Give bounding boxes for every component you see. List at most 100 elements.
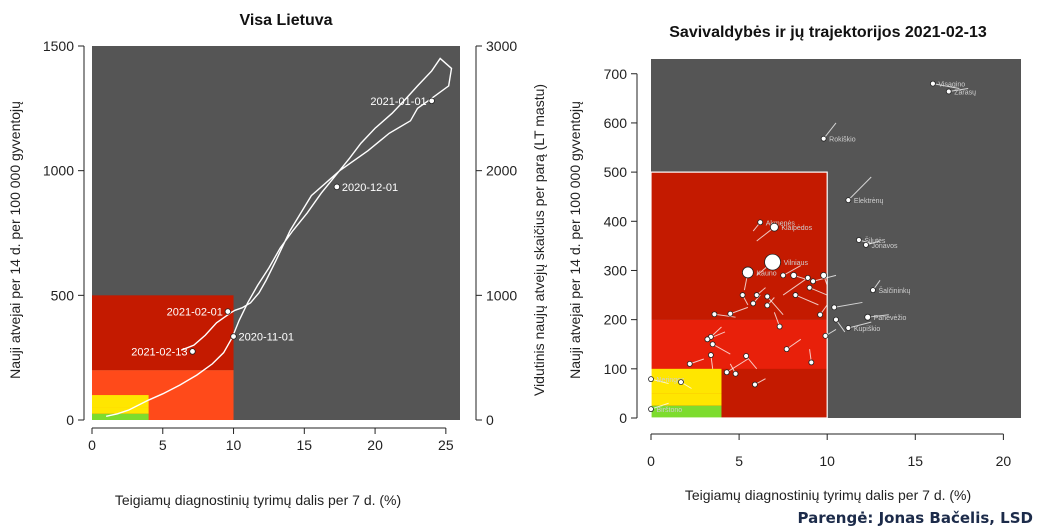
municipality-point (945, 88, 952, 95)
municipality-point (764, 253, 781, 271)
left-x-tick-label: 0 (88, 437, 96, 453)
right-zone-2 (721, 368, 828, 418)
right-chart: Savivaldybės ir jų trajektorijos 2021-02… (567, 24, 1021, 503)
municipality-point (742, 266, 754, 279)
left-zone-3 (92, 407, 149, 414)
municipality-label: Jonavos (871, 243, 898, 250)
municipality-point (757, 219, 764, 226)
municipality-point (753, 292, 760, 298)
left-x-tick-label: 5 (159, 437, 167, 453)
municipality-point (752, 381, 758, 388)
right-zone-3 (651, 368, 722, 394)
trajectory-line (795, 294, 819, 306)
municipality-point (808, 359, 815, 366)
municipality-point (727, 310, 734, 317)
municipality-point (817, 311, 824, 318)
trajectory-line (766, 296, 784, 316)
municipality-point (711, 311, 718, 318)
left-y2-tick-label: 2000 (486, 163, 517, 179)
left-date-label: 2020-12-01 (342, 182, 398, 194)
left-annotations: 2021-01-01 2020-12-01 2021-02-01 2020-11-01… (131, 96, 435, 358)
municipality-point (709, 341, 716, 348)
municipality-label: Vilniaus (784, 260, 809, 267)
left-date-point (189, 348, 196, 355)
municipality-label: Klaipėdos (781, 225, 812, 232)
right-y-tick-label: 200 (604, 312, 628, 328)
municipality-point (822, 332, 829, 339)
left-y-tick-label: 0 (66, 412, 74, 428)
left-date-point (333, 183, 341, 191)
municipality-point (792, 292, 799, 298)
right-x-tick-label: 0 (647, 453, 655, 469)
trajectory-line (714, 313, 736, 318)
municipality-label: Visagino (938, 82, 965, 89)
right-chart-title: Savivaldybės ir jų trajektorijos 2021-02… (669, 24, 987, 41)
right-y-tick-label: 600 (604, 115, 628, 131)
right-y-tick-label: 500 (604, 164, 628, 180)
right-x-tick-label: 5 (735, 453, 743, 469)
left-y2-tick-label: 3000 (486, 38, 517, 54)
municipality-point (804, 274, 811, 281)
municipality-point (704, 336, 711, 343)
left-date-point (224, 308, 232, 315)
municipality-point (870, 287, 876, 294)
trajectory-line (834, 301, 863, 308)
left-date-label: 2021-01-01 (370, 96, 426, 108)
right-y-tick-label: 100 (604, 361, 628, 377)
trajectory-line (726, 358, 749, 373)
trajectory-line (730, 306, 749, 315)
municipality-point (648, 406, 654, 413)
left-y-tick-label: 500 (51, 287, 75, 303)
municipality-point (750, 300, 757, 307)
municipality-point (723, 369, 730, 376)
trajectory-line (848, 321, 872, 329)
municipality-label: Zarasų (954, 89, 976, 96)
right-x-tick-label: 10 (819, 453, 835, 469)
trajectory-line (932, 83, 960, 89)
left-x-tick-label: 15 (297, 437, 313, 453)
municipality-point (732, 370, 739, 377)
right-y-tick-label: 300 (604, 262, 628, 278)
municipality-point (845, 325, 852, 331)
right-x-tick-label: 15 (907, 453, 923, 469)
municipality-label: Elektrėnų (854, 198, 884, 205)
municipality-point (648, 376, 654, 383)
municipality-point (708, 352, 714, 358)
left-risk-zones (92, 295, 234, 420)
right-y-axis-label: Nauji atvejai per 14 d. per 100 000 gyve… (567, 101, 583, 379)
municipality-label: Akmenės (766, 220, 796, 227)
municipality-label: Panevėžio (874, 315, 907, 322)
municipality-point (806, 284, 813, 291)
municipality-label: Birštono (657, 407, 683, 414)
left-date-label: 2020-11-01 (239, 331, 294, 343)
left-date-label: 2021-02-01 (167, 307, 223, 319)
right-x-axis-label: Teigiamų diagnostinių tyrimų dalis per 7… (685, 487, 971, 503)
municipality-point (764, 302, 771, 309)
municipality-label: Rokiškio (829, 137, 856, 144)
left-zone-4 (92, 413, 149, 420)
municipality-point (743, 353, 750, 359)
municipality-label: Neringos (657, 377, 686, 384)
left-x-tick-label: 20 (367, 437, 383, 453)
left-x-axis-label: Teigiamų diagnostinių tyrimų dalis per 7… (115, 492, 401, 508)
municipality-point (764, 293, 771, 300)
left-y-axis-label: Nauji atvejai per 14 d. per 100 000 gyve… (7, 101, 23, 379)
trajectory-line (650, 378, 669, 385)
municipality-label: Šilutės (864, 236, 886, 245)
municipality-point (776, 323, 783, 330)
right-risk-zones (650, 171, 828, 419)
right-y-tick-label: 400 (604, 213, 628, 229)
left-x-tick-label: 10 (226, 437, 242, 453)
municipality-point (845, 197, 852, 204)
right-zone-5 (651, 405, 722, 418)
municipality-label: Šalčininkų (879, 286, 911, 295)
left-x-axis: 0 5 10 15 20 25 (88, 427, 454, 453)
municipality-point (833, 316, 839, 323)
trajectory-line (847, 176, 872, 201)
left-y-tick-label: 1500 (43, 38, 74, 54)
right-y-axis: 0 100 200 300 400 500 600 700 (604, 66, 638, 426)
municipality-point (780, 272, 787, 279)
left-y2-axis: 0 1000 2000 3000 (475, 38, 517, 428)
left-zone-2 (92, 395, 149, 408)
